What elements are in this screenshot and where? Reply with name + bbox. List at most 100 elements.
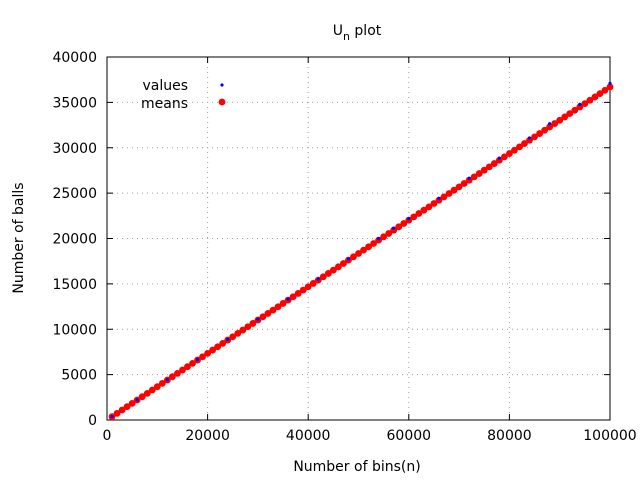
data-point-means: [138, 393, 146, 401]
data-point-means: [601, 86, 609, 94]
data-series: [108, 81, 614, 421]
data-point-values: [407, 216, 411, 221]
data-point-means: [350, 253, 357, 261]
y-tick-label: 40000: [52, 50, 97, 66]
data-point-means: [551, 120, 559, 127]
data-point-values: [165, 378, 169, 382]
data-point-means: [204, 349, 212, 357]
data-point-means: [148, 386, 156, 394]
data-point-means: [355, 250, 362, 257]
legend-label-values: values: [142, 78, 188, 94]
data-point-means: [500, 153, 508, 161]
data-point-means: [571, 106, 579, 114]
data-point-values: [316, 277, 320, 281]
legend: values means: [141, 78, 226, 112]
data-point-means: [561, 113, 569, 121]
data-point-means: [606, 83, 614, 91]
data-point-values: [392, 226, 396, 230]
data-point-means: [264, 310, 272, 317]
data-point-values: [527, 136, 532, 140]
series-means: [108, 83, 614, 421]
data-point-means: [179, 366, 186, 374]
data-point-values: [226, 337, 230, 342]
data-point-means: [581, 100, 589, 108]
data-point-values: [437, 196, 441, 200]
chart-title-base: U: [333, 23, 343, 39]
x-axis-title: Number of bins(n): [293, 459, 420, 475]
data-point-means: [516, 143, 523, 151]
data-point-means: [405, 216, 413, 224]
data-point-means: [324, 270, 332, 277]
y-tick-label: 30000: [52, 141, 97, 157]
data-point-means: [596, 90, 604, 98]
data-point-values: [377, 237, 381, 241]
data-point-means: [430, 200, 438, 207]
x-tick-label: 40000: [286, 428, 331, 444]
data-point-means: [289, 293, 297, 301]
data-point-means: [143, 389, 151, 397]
data-point-means: [184, 363, 191, 371]
data-point-means: [490, 160, 498, 167]
data-point-means: [440, 193, 448, 201]
data-point-values: [110, 415, 114, 419]
data-point-means: [319, 273, 327, 281]
y-tick-label: 35000: [52, 95, 97, 111]
x-tick-label: 100000: [583, 428, 636, 444]
data-point-means: [395, 223, 403, 231]
chart-title: Un plot: [333, 23, 382, 43]
data-point-means: [546, 123, 554, 131]
data-point-means: [365, 243, 372, 251]
data-point-means: [299, 286, 307, 294]
data-point-means: [128, 399, 136, 407]
data-point-means: [576, 103, 584, 111]
y-tick-label: 0: [88, 413, 97, 429]
y-tick-label: 5000: [61, 368, 97, 384]
y-tick-label: 20000: [52, 232, 97, 248]
data-point-values: [467, 176, 471, 180]
data-point-means: [410, 213, 418, 221]
data-point-means: [380, 233, 388, 241]
data-point-means: [586, 96, 594, 104]
data-point-means: [465, 176, 473, 184]
data-point-means: [279, 300, 287, 307]
chart-title-subscript: n: [343, 30, 350, 43]
data-point-means: [219, 339, 227, 347]
data-point-means: [390, 226, 398, 234]
data-point-means: [244, 323, 252, 331]
data-point-means: [118, 406, 126, 414]
data-point-means: [274, 303, 282, 311]
data-point-means: [385, 230, 393, 237]
data-point-means: [304, 283, 312, 291]
data-point-means: [153, 383, 161, 391]
data-point-means: [123, 403, 131, 411]
data-point-means: [511, 146, 518, 154]
data-point-means: [174, 369, 181, 377]
data-point-means: [309, 280, 317, 287]
data-point-means: [541, 126, 549, 134]
data-point-values: [578, 102, 582, 106]
data-point-means: [269, 306, 277, 314]
data-point-means: [214, 343, 222, 351]
data-point-means: [209, 346, 217, 354]
data-point-values: [497, 156, 501, 160]
series-values: [110, 81, 612, 419]
data-point-means: [536, 130, 543, 137]
data-point-means: [229, 333, 237, 341]
data-point-means: [340, 260, 347, 267]
data-point-means: [113, 409, 121, 417]
data-point-means: [189, 359, 196, 367]
chart-title-rest: plot: [350, 23, 382, 39]
data-point-means: [445, 190, 453, 197]
data-point-means: [158, 379, 166, 387]
data-point-means: [239, 326, 247, 334]
grid: [107, 57, 610, 420]
data-point-means: [526, 136, 533, 144]
y-tick-label: 15000: [52, 277, 97, 293]
y-tick-label: 10000: [52, 322, 97, 338]
data-point-means: [531, 133, 538, 141]
data-point-means: [294, 290, 302, 297]
x-tick-label: 60000: [387, 428, 432, 444]
axis-ticks: 0 20000 40000 60000 80000 100000 0 5000 10000 150…: [52, 50, 636, 444]
legend-label-means: means: [141, 96, 188, 112]
